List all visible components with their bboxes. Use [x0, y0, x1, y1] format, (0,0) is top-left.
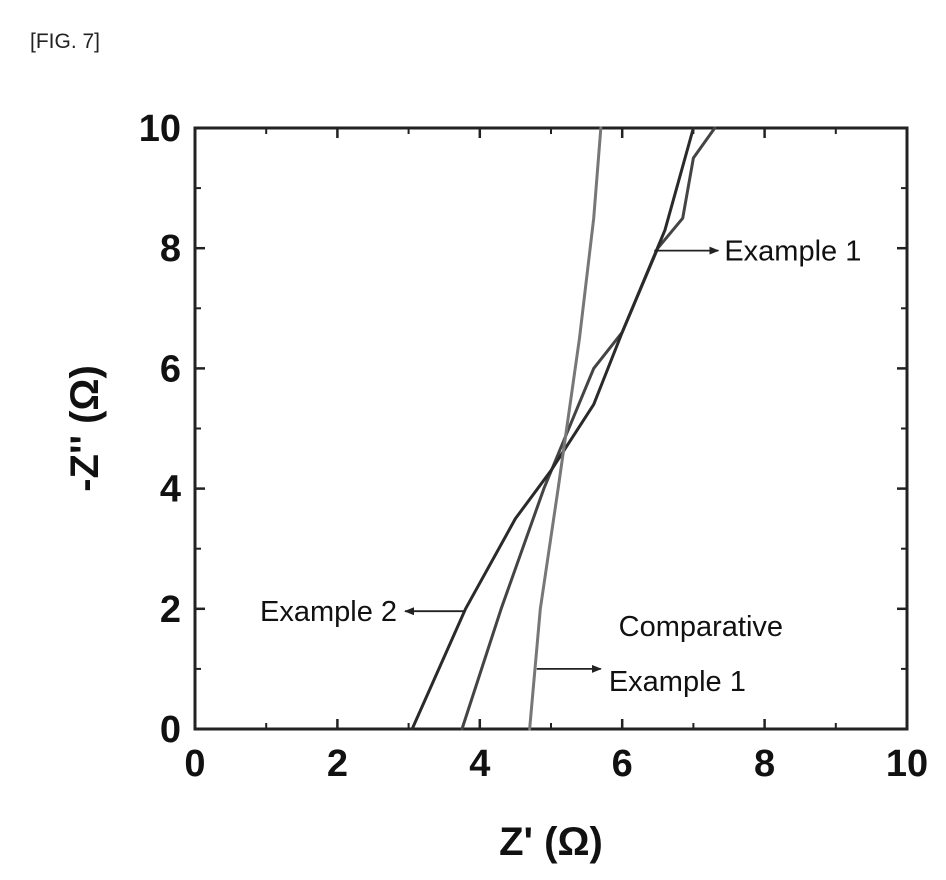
y-tick-label: 4 [160, 469, 181, 511]
annotation-label: Comparative [619, 611, 783, 643]
figure-label: [FIG. 7] [30, 30, 101, 53]
y-tick-label: 8 [160, 228, 181, 270]
x-tick-label: 4 [469, 743, 490, 785]
x-tick-label: 8 [754, 743, 775, 785]
x-tick-label: 2 [327, 743, 348, 785]
y-tick-label: 10 [139, 108, 181, 150]
y-axis-title: -Z'' (Ω) [63, 365, 107, 492]
annotation-label: Example 1 [724, 236, 861, 268]
y-tick-label: 0 [160, 709, 181, 751]
plot-frame [193, 126, 909, 731]
series-line-3 [528, 126, 603, 731]
axis-ticks: 0 2 4 6 8 10 0 2 4 6 8 10 [139, 108, 928, 785]
x-tick-label: 6 [612, 743, 633, 785]
x-tick-label: 10 [886, 743, 928, 785]
y-tick-label: 2 [160, 589, 181, 631]
y-tick-label: 6 [160, 348, 181, 390]
x-axis-title: Z' (Ω) [499, 820, 603, 864]
annotation-label: Example 1 [609, 666, 746, 698]
series-group [410, 126, 717, 731]
annotations-group: Example 1 Example 2 Comparative Example 1 [260, 236, 861, 698]
annotation-label: Example 2 [260, 596, 397, 628]
x-tick-label: 0 [184, 743, 205, 785]
series-line-2 [410, 126, 695, 731]
